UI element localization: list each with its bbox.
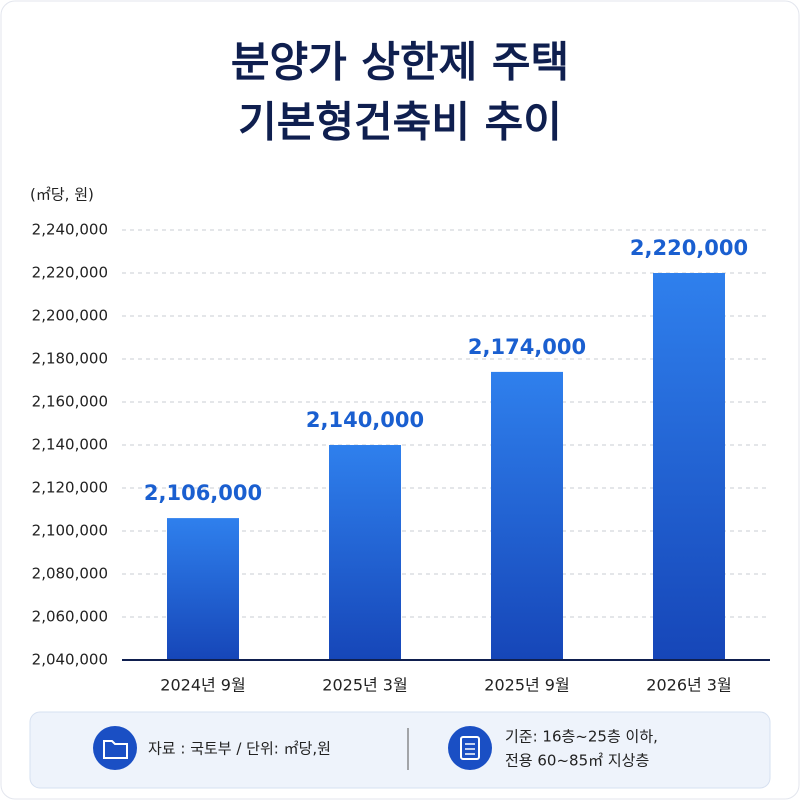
y-tick-label: 2,200,000: [32, 307, 108, 325]
source-icon: [93, 726, 137, 770]
footer-box: [29, 711, 771, 789]
criteria-icon: [448, 726, 492, 770]
value-label: 2,174,000: [468, 335, 586, 359]
x-tick-label: 2025년 3월: [322, 676, 407, 695]
bar: [167, 518, 239, 660]
y-tick-label: 2,240,000: [32, 221, 108, 239]
x-tick-label: 2025년 9월: [484, 676, 569, 695]
y-tick-label: 2,080,000: [32, 565, 108, 583]
y-tick-label: 2,100,000: [32, 522, 108, 540]
y-tick-label: 2,160,000: [32, 393, 108, 411]
chart-title: 기본형건축비 추이: [238, 98, 562, 147]
y-tick-label: 2,220,000: [32, 264, 108, 282]
criteria-note: 전용 60~85㎡ 지상층: [505, 752, 649, 770]
value-label: 2,220,000: [630, 236, 748, 260]
x-tick-label: 2024년 9월: [160, 676, 245, 695]
bar: [653, 273, 725, 660]
y-tick-label: 2,180,000: [32, 350, 108, 368]
bar: [491, 371, 563, 660]
clipboard-lines: [465, 743, 475, 755]
chart-title: 분양가 상한제 주택: [231, 38, 569, 87]
y-tick-label: 2,060,000: [32, 608, 108, 626]
folder-icon: [103, 740, 128, 759]
y-tick-label: 2,140,000: [32, 436, 108, 454]
unit-label: (㎡당, 원): [30, 186, 94, 204]
y-tick-label: 2,120,000: [32, 479, 108, 497]
value-label: 2,140,000: [306, 408, 424, 432]
value-label: 2,106,000: [144, 481, 262, 505]
clipboard-icon: [460, 736, 480, 760]
source-note: 자료 : 국토부 / 단위: ㎡당,원: [148, 740, 331, 758]
criteria-note: 기준: 16층~25층 이하,: [505, 728, 658, 746]
y-tick-label: 2,040,000: [32, 651, 108, 669]
bar: [329, 445, 401, 660]
x-tick-label: 2026년 3월: [646, 676, 731, 695]
